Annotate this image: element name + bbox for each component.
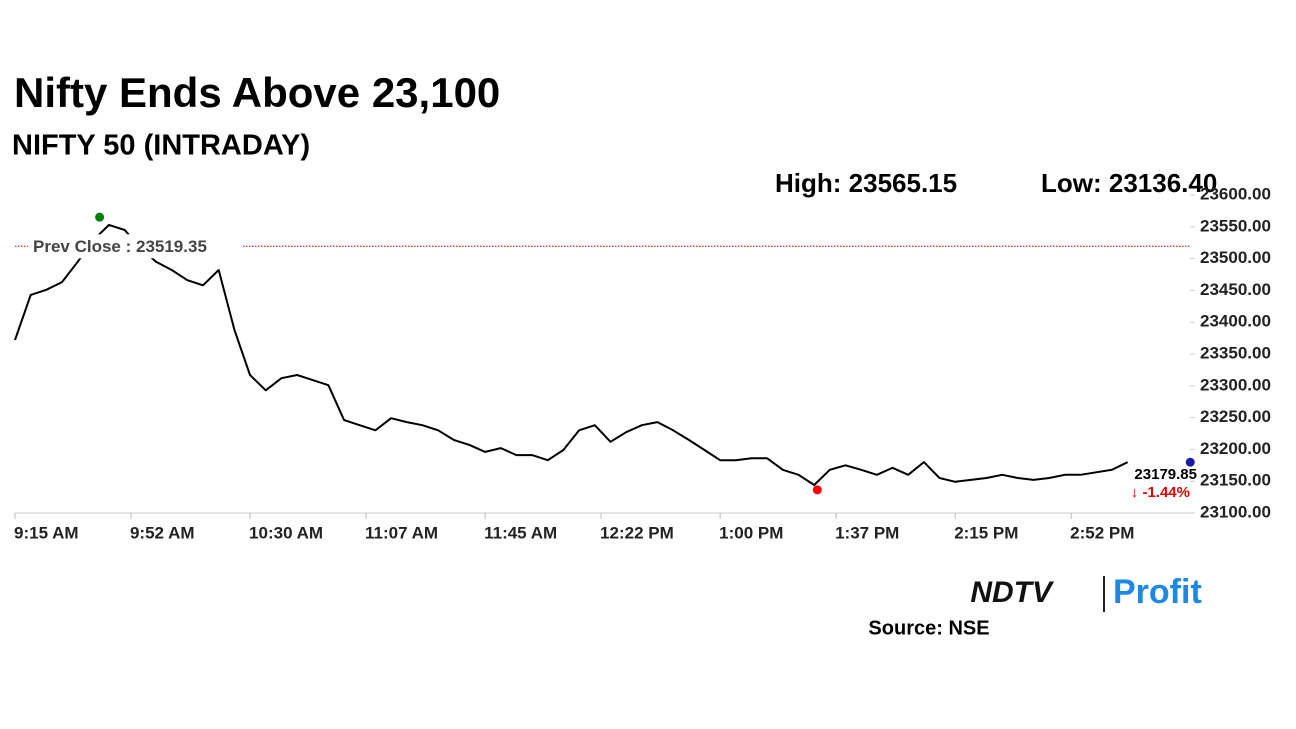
high-marker xyxy=(95,212,105,222)
y-tick-label: 23350.00 xyxy=(1200,343,1271,362)
x-tick-label: 10:30 AM xyxy=(249,523,323,542)
y-tick-label: 23450.00 xyxy=(1200,280,1271,299)
y-tick-label: 23300.00 xyxy=(1200,375,1271,394)
low-marker xyxy=(812,485,822,495)
low-label: Low: 23136.40 xyxy=(1041,168,1217,198)
logo-profit: Profit xyxy=(1113,573,1202,611)
chart-subtitle: NIFTY 50 (INTRADAY) xyxy=(12,130,310,162)
x-tick-label: 1:37 PM xyxy=(835,523,899,542)
x-tick-label: 9:52 AM xyxy=(130,523,195,542)
source: Source: NSE xyxy=(868,617,989,639)
y-tick-label: 23600.00 xyxy=(1200,184,1271,203)
prev-close-label: Prev Close : 23519.35 xyxy=(33,237,207,256)
y-tick-label: 23150.00 xyxy=(1200,471,1271,490)
x-tick-label: 9:15 AM xyxy=(14,523,79,542)
last-marker xyxy=(1185,457,1195,467)
y-tick-label: 23100.00 xyxy=(1200,502,1271,521)
chart-title: Nifty Ends Above 23,100 xyxy=(14,69,500,116)
y-tick-label: 23200.00 xyxy=(1200,439,1271,458)
y-tick-label: 23400.00 xyxy=(1200,312,1271,331)
x-tick-label: 11:45 AM xyxy=(484,523,557,542)
x-tick-label: 2:52 PM xyxy=(1070,523,1134,542)
x-tick-label: 1:00 PM xyxy=(719,523,783,542)
x-tick-label: 12:22 PM xyxy=(600,523,674,542)
y-tick-label: 23500.00 xyxy=(1200,248,1271,267)
price-line xyxy=(14,223,1129,486)
change-label: ↓ -1.44% xyxy=(1131,484,1190,501)
prev-close-label-bg xyxy=(28,234,242,259)
high-label: High: 23565.15 xyxy=(775,168,957,198)
last-value-label: 23179.85 xyxy=(1134,466,1197,483)
logo-ndtv: NDTV xyxy=(970,576,1055,609)
x-tick-label: 11:07 AM xyxy=(365,523,438,542)
y-tick-label: 23250.00 xyxy=(1200,407,1271,426)
x-tick-label: 2:15 PM xyxy=(954,523,1018,542)
y-tick-label: 23550.00 xyxy=(1200,216,1271,235)
